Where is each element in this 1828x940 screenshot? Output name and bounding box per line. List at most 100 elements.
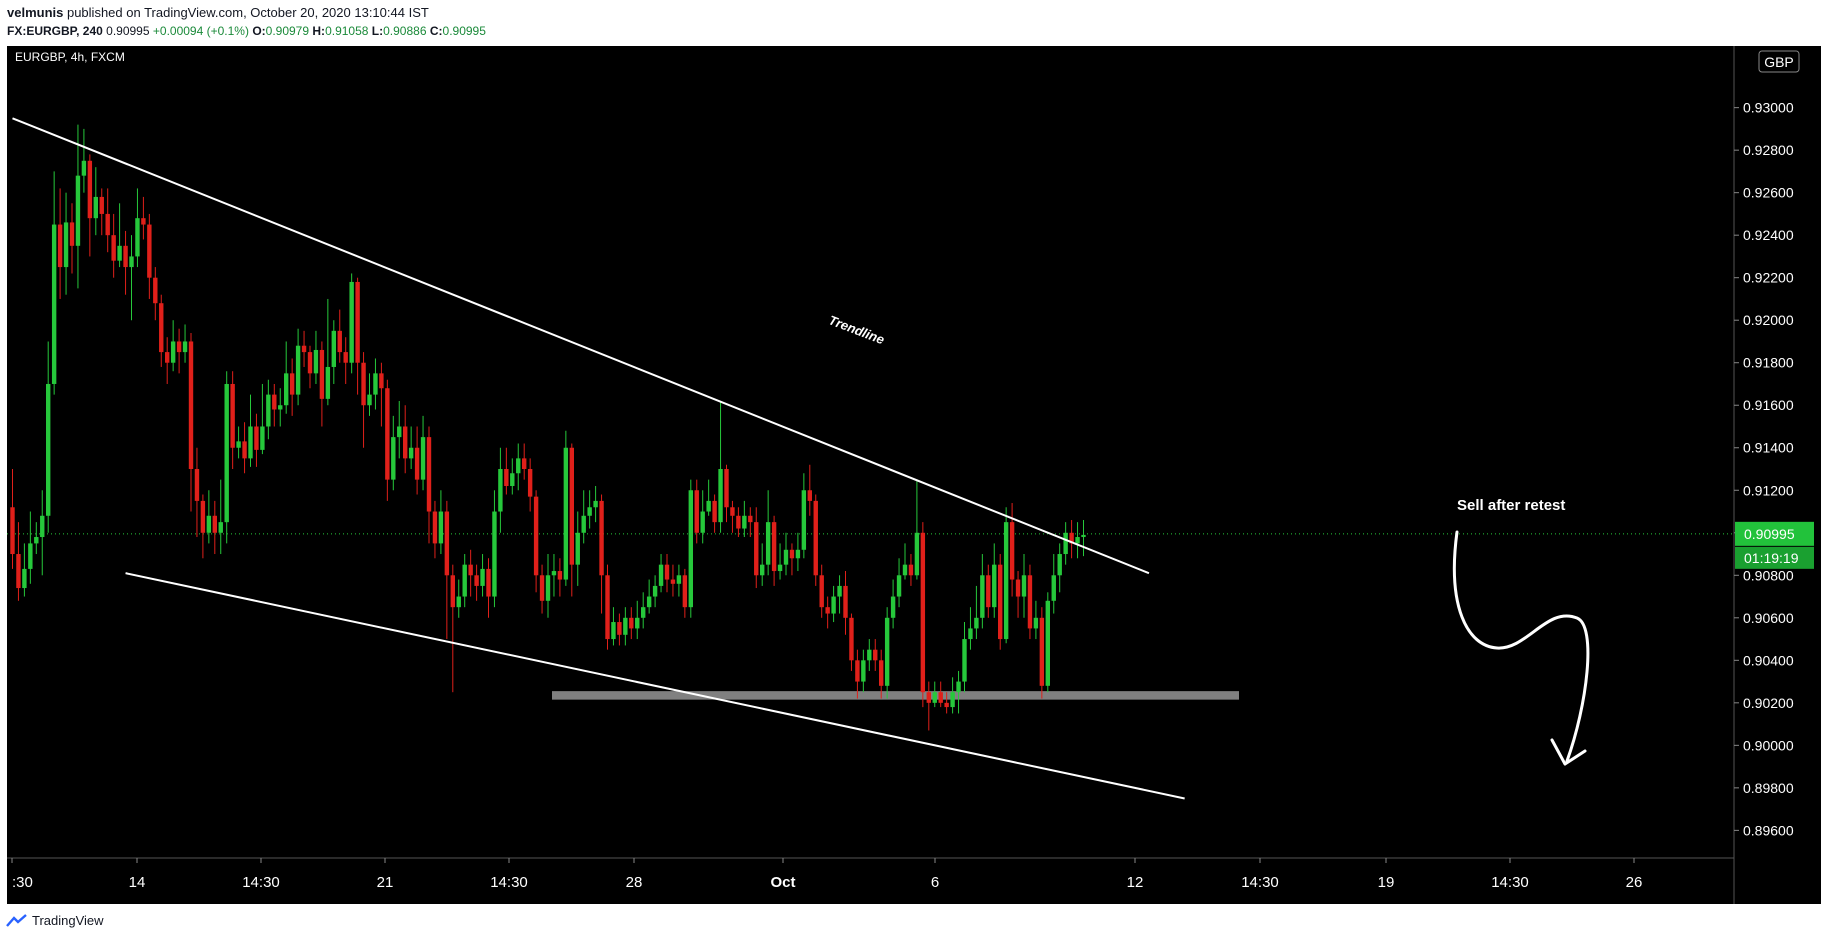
candle [849,613,854,671]
candle-body [932,692,937,703]
candle-body [319,349,325,399]
candle [718,400,723,533]
candle-body [605,575,610,640]
candle [498,447,503,533]
candle [617,613,622,646]
candle [581,490,586,544]
candle [789,543,795,576]
y-tick-label: 0.90000 [1743,737,1794,753]
candle [289,358,295,416]
support-zone [552,691,1239,700]
candle [188,332,194,512]
candle-body [16,554,21,589]
candle [908,554,914,586]
candle [1003,507,1009,644]
chart-background [7,46,1821,904]
footer-brand[interactable]: TradingView [32,913,104,928]
candle [998,554,1003,650]
candle-body [771,522,777,572]
candle [771,515,777,586]
candle-body [718,469,723,523]
candle [890,579,896,629]
candle [272,383,277,427]
candle [111,213,116,278]
candle-body [46,383,51,516]
candle [123,230,128,295]
candle-body [688,490,693,608]
candle [867,639,872,671]
y-tick-label: 0.89800 [1743,780,1794,796]
candle-body [1033,617,1039,629]
candle [873,639,878,671]
candle-body [391,437,396,480]
y-tick-label: 0.91200 [1743,482,1794,498]
candle [902,543,908,580]
x-tick-label: 14 [129,874,146,891]
candlestick-chart[interactable]: 0.93000 0.92800 0.92600 0.92400 0.92200 0.920… [7,46,1821,904]
candle [63,192,69,295]
candle-body [670,579,676,584]
candle [605,564,610,650]
candle [730,500,735,533]
candle-body [343,352,348,363]
candle [986,564,991,618]
candle-body [652,585,658,597]
currency-button[interactable]: GBP [1758,50,1800,73]
candle-body [956,681,961,693]
candle-body [527,469,533,497]
candle [432,500,438,559]
trendline-upper[interactable] [12,117,1150,575]
candle-body [736,515,741,529]
candle-body [212,515,217,533]
candle-body [861,660,866,682]
trendline-lower[interactable] [125,572,1185,800]
candle [325,298,331,406]
candle [16,522,21,601]
candle-body [260,426,265,450]
candle-body [414,447,420,480]
candle-body [331,330,336,367]
candle-body [1027,575,1033,629]
candle [414,426,420,495]
candle [676,564,682,597]
candle-body [855,660,860,682]
candle-body [825,607,830,614]
candle [641,592,646,629]
x-tick-label: :30 [12,874,33,891]
tradingview-logo-icon [6,913,27,927]
y-tick-label: 0.92000 [1743,312,1794,328]
candle-body [63,222,69,268]
candle [57,188,63,299]
candle [165,337,170,384]
candle [51,171,57,395]
candle-body [385,388,390,480]
candle-body [474,575,479,586]
candle-body [664,564,670,580]
candle [379,362,384,427]
x-tick-label: 6 [931,874,939,891]
chart-area[interactable]: 0.93000 0.92800 0.92600 0.92400 0.92200 0.920… [7,46,1821,904]
candle-body [81,160,87,176]
candle [361,352,366,448]
candle-body [486,568,491,597]
y-tick-label: 0.91400 [1743,440,1794,456]
candle [212,500,217,555]
y-tick-label: 0.92200 [1743,270,1794,286]
candle-body [492,511,497,597]
candle-body [742,515,747,529]
author-name[interactable]: velmunis [7,5,64,20]
chart-title: EURGBP, 4h, FXCM [15,50,125,64]
candle-body [337,330,342,353]
candle-body [635,617,640,629]
candle-body [1075,537,1080,544]
candle [569,443,574,597]
candle-body [408,447,414,459]
close-value: 0.90995 [442,24,486,38]
candle [843,571,848,635]
candle [313,330,319,384]
candle-body [117,245,122,261]
candle [783,532,789,576]
y-tick-label: 0.89600 [1743,822,1794,838]
candle [99,188,104,236]
candle [319,341,325,427]
